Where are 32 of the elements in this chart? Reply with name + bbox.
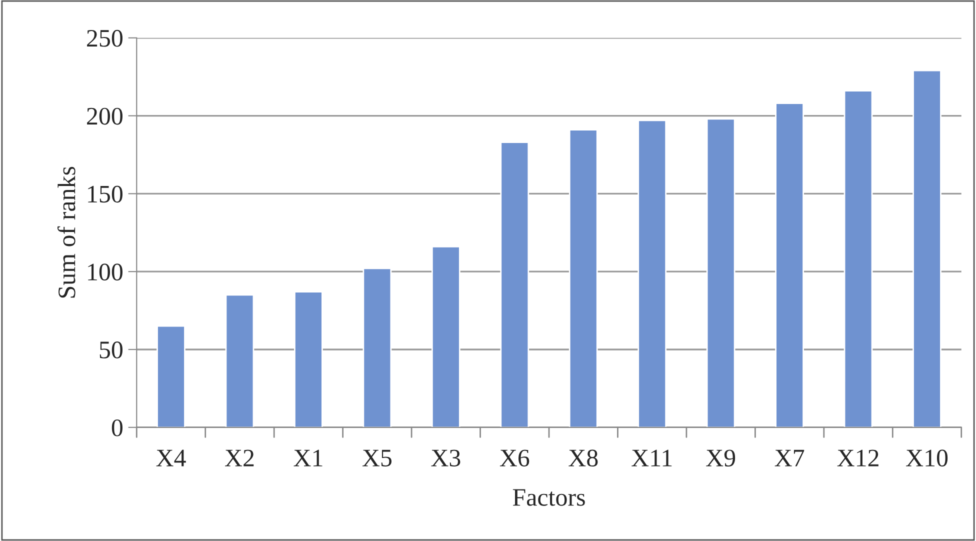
bar — [568, 129, 598, 428]
bar — [294, 291, 323, 428]
x-tick-label: X2 — [225, 450, 254, 466]
bar — [500, 142, 530, 428]
bar — [431, 246, 460, 428]
x-tick-label: X10 — [906, 450, 948, 467]
y-axis-title: Sum of ranks — [57, 166, 76, 298]
x-tick-label: X9 — [706, 450, 736, 467]
y-tick-label: 200 — [87, 108, 122, 125]
bar — [638, 120, 667, 428]
bar — [912, 70, 942, 428]
bar — [775, 102, 804, 428]
x-tick-label: X4 — [156, 450, 186, 466]
y-tick-label: 0 — [112, 419, 122, 436]
bar — [362, 268, 392, 428]
x-tick-label: X12 — [837, 450, 878, 466]
x-tick-label: X11 — [632, 450, 672, 466]
x-tick-label: X5 — [362, 450, 392, 467]
x-tick-label: X7 — [774, 450, 804, 466]
x-tick-label: X8 — [568, 450, 598, 467]
y-tick-label: 100 — [88, 264, 122, 280]
x-axis-title: Factors — [512, 489, 585, 506]
y-tick-label: 150 — [88, 186, 122, 203]
x-tick-label: X6 — [500, 450, 530, 467]
bar — [706, 118, 736, 428]
bar — [225, 294, 254, 428]
x-tick-label: X3 — [431, 450, 460, 467]
y-tick-label: 250 — [87, 30, 122, 47]
y-tick-label: 50 — [100, 342, 122, 358]
x-tick-label: X1 — [294, 450, 322, 466]
bar — [844, 90, 873, 428]
bar — [156, 325, 186, 428]
